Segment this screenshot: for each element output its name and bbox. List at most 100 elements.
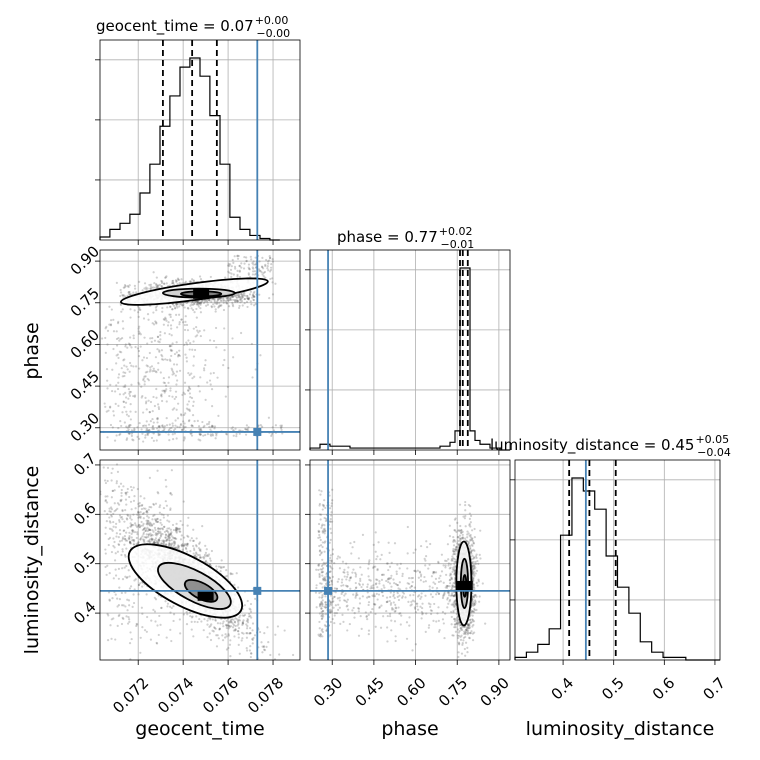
scatter-point (126, 518, 129, 521)
scatter-point (145, 400, 148, 403)
scatter-point (129, 455, 131, 457)
scatter-point (208, 563, 211, 566)
scatter-point (215, 634, 218, 637)
scatter-point (160, 353, 163, 357)
scatter-point (161, 310, 164, 313)
scatter-point (199, 303, 202, 306)
scatter-point (125, 425, 128, 428)
scatter-point (118, 520, 121, 523)
scatter-point (232, 298, 235, 302)
scatter-point (450, 557, 453, 561)
scatter-point (216, 622, 220, 625)
scatter-point (159, 394, 163, 397)
scatter-point (193, 348, 197, 352)
scatter-point (126, 513, 129, 516)
scatter-point (122, 286, 125, 289)
scatter-point (452, 540, 455, 543)
scatter-point (191, 348, 194, 351)
scatter-point (249, 627, 252, 630)
scatter-point (156, 520, 159, 524)
scatter-point (108, 599, 111, 602)
scatter-point (160, 279, 163, 283)
scatter-point (109, 319, 113, 322)
scatter-point (170, 493, 173, 496)
scatter-point (199, 439, 202, 442)
scatter-point (457, 529, 460, 532)
scatter-point (160, 285, 163, 288)
scatter-point (117, 373, 121, 376)
scatter-point (198, 275, 202, 278)
scatter-point (171, 280, 174, 283)
scatter-point (215, 432, 218, 435)
scatter-point (178, 618, 181, 621)
scatter-point (129, 293, 132, 296)
scatter-point (160, 532, 163, 535)
scatter-point (246, 632, 249, 635)
scatter-point (252, 295, 256, 298)
scatter-point (125, 539, 129, 542)
scatter-point (209, 433, 212, 436)
scatter-point (145, 424, 148, 427)
scatter-point (133, 530, 137, 534)
scatter-point (161, 399, 164, 403)
scatter-point (137, 332, 141, 336)
scatter-point (156, 335, 159, 338)
scatter-point (249, 655, 252, 659)
scatter-point (170, 639, 173, 643)
scatter-point (453, 548, 457, 551)
scatter-point (104, 336, 107, 340)
scatter-point (241, 294, 244, 297)
scatter-point (252, 292, 255, 295)
scatter-point (227, 624, 231, 627)
scatter-point (241, 304, 244, 307)
scatter-point (193, 420, 196, 423)
scatter-point (264, 276, 267, 279)
scatter-point (140, 507, 144, 511)
scatter-point (150, 506, 153, 509)
scatter-point (228, 264, 231, 267)
frame-geocent_time-luminosity_distance (99, 459, 301, 661)
scatter-point (153, 541, 156, 544)
scatter-point (144, 529, 147, 532)
scatter-point (202, 434, 205, 437)
scatter-point (209, 383, 212, 386)
scatter-point (142, 522, 145, 526)
scatter-point (230, 618, 234, 621)
scatter-point (156, 427, 159, 430)
scatter-point (473, 574, 476, 577)
scatter-point (141, 503, 144, 507)
scatter-point (176, 417, 180, 420)
scatter-point (168, 534, 171, 537)
scatter-point (129, 336, 132, 339)
scatter-point (464, 632, 467, 635)
scatter-point (214, 326, 218, 330)
scatter-point (125, 503, 128, 506)
scatter-point (131, 529, 134, 532)
scatter-point (472, 595, 476, 598)
scatter-point (140, 524, 143, 527)
scatter-point (162, 516, 165, 519)
scatter-point (114, 509, 118, 512)
scatter-point (251, 262, 254, 265)
scatter-point (471, 557, 475, 560)
scatter-point (118, 350, 122, 353)
scatter-point (142, 440, 145, 443)
scatter-point (233, 265, 237, 268)
scatter-point (266, 265, 269, 268)
scatter-point (452, 594, 455, 597)
scatter-point (199, 334, 202, 338)
scatter-point (115, 384, 118, 387)
scatter-point (229, 625, 233, 628)
scatter-point (460, 531, 463, 534)
scatter-point (457, 536, 460, 539)
scatter-point (167, 433, 170, 436)
scatter-point (213, 626, 216, 629)
scatter-point (274, 424, 278, 427)
scatter-point (161, 533, 164, 536)
scatter-point (123, 534, 126, 538)
scatter-point (127, 397, 130, 400)
scatter-point (169, 628, 172, 631)
scatter-point (234, 624, 237, 628)
scatter-point (270, 434, 273, 438)
scatter-point (178, 281, 181, 285)
